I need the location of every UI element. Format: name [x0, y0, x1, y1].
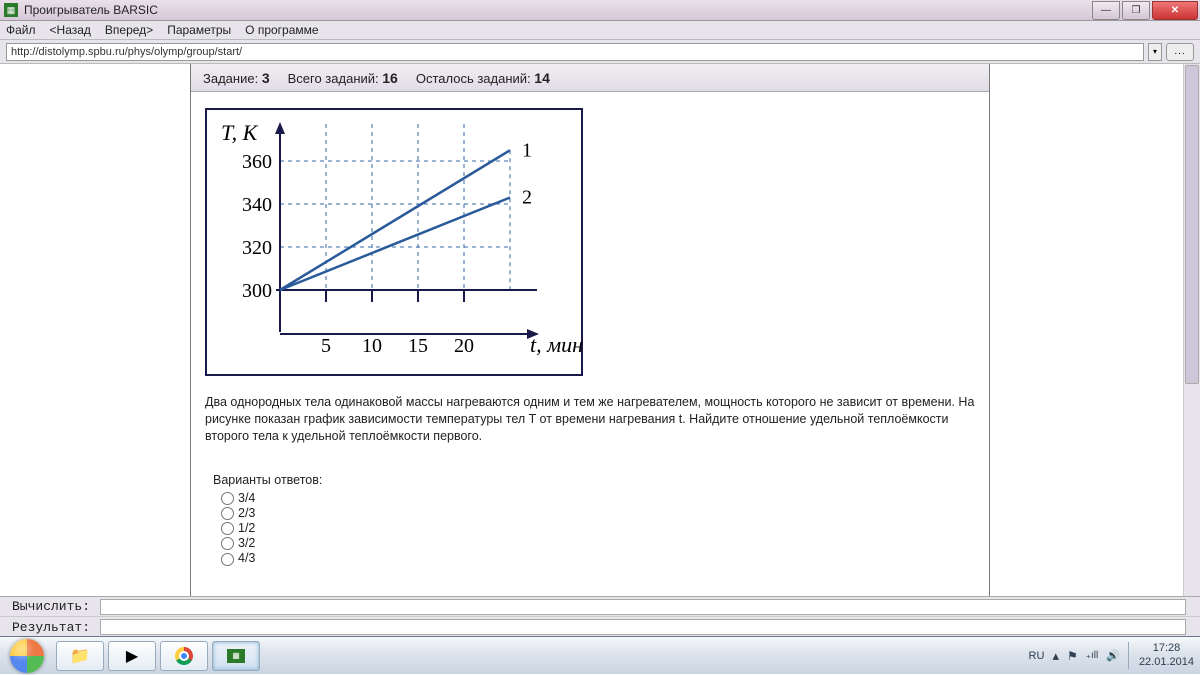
tray-date: 22.01.2014: [1139, 656, 1194, 669]
address-dropdown[interactable]: ▾: [1148, 43, 1162, 61]
answer-option[interactable]: 1/2: [221, 521, 989, 535]
vertical-scrollbar[interactable]: [1183, 64, 1200, 596]
close-button[interactable]: ✕: [1152, 1, 1198, 20]
io-panel: Вычислить: Результат:: [0, 596, 1200, 636]
content-area: Задание: 3 Всего заданий: 16 Осталось за…: [0, 64, 1200, 596]
svg-text:T, К: T, К: [221, 120, 259, 145]
tray-time: 17:28: [1139, 642, 1194, 655]
svg-text:10: 10: [362, 335, 382, 357]
tray-lang[interactable]: RU: [1029, 650, 1045, 662]
svg-text:2: 2: [522, 187, 532, 209]
svg-text:5: 5: [321, 335, 331, 357]
tray-clock[interactable]: 17:28 22.01.2014: [1128, 642, 1194, 668]
taskbar-barsic[interactable]: ▦: [212, 641, 260, 671]
window-titlebar: ▦ Проигрыватель BARSIC — ❐ ✕: [0, 0, 1200, 21]
tray-action-center-icon[interactable]: ⚑: [1067, 649, 1078, 663]
menu-file[interactable]: Файл: [6, 23, 36, 37]
menu-params[interactable]: Параметры: [167, 23, 231, 37]
tray-volume-icon[interactable]: 🔊: [1106, 649, 1120, 662]
address-bar: ▾ ...: [0, 40, 1200, 64]
task-label: Задание:: [203, 71, 258, 86]
answer-option[interactable]: 3/2: [221, 536, 989, 550]
answer-radio[interactable]: [221, 507, 234, 520]
taskbar-mediaplayer[interactable]: ▶: [108, 641, 156, 671]
total-label: Всего заданий:: [288, 71, 379, 86]
tray-network-icon[interactable]: ₊ıll: [1086, 650, 1099, 661]
answers-header: Варианты ответов:: [213, 473, 989, 487]
answer-radio[interactable]: [221, 553, 234, 566]
answer-option[interactable]: 4/3: [221, 551, 989, 565]
address-go-button[interactable]: ...: [1166, 43, 1194, 61]
result-label: Результат:: [0, 620, 100, 635]
svg-text:340: 340: [242, 194, 272, 216]
total-number: 16: [382, 70, 398, 86]
tray-show-hidden-icon[interactable]: ▴: [1052, 648, 1059, 664]
task-header: Задание: 3 Всего заданий: 16 Осталось за…: [191, 64, 989, 92]
svg-text:1: 1: [522, 139, 532, 161]
window-title: Проигрыватель BARSIC: [24, 3, 1090, 17]
result-output: [100, 619, 1186, 635]
menu-bar: Файл <Назад Вперед> Параметры О программ…: [0, 21, 1200, 40]
scrollbar-thumb[interactable]: [1185, 65, 1199, 384]
chart-box: 5 10 15 20 300 320 340 360 1 2 T, К t, мин: [205, 108, 583, 376]
minimize-button[interactable]: —: [1092, 1, 1120, 20]
svg-text:320: 320: [242, 237, 272, 259]
app-icon: ▦: [4, 3, 18, 17]
task-page: Задание: 3 Всего заданий: 16 Осталось за…: [190, 64, 990, 596]
svg-text:360: 360: [242, 151, 272, 173]
compute-input[interactable]: [100, 599, 1186, 615]
task-number: 3: [262, 70, 270, 86]
answer-option[interactable]: 2/3: [221, 506, 989, 520]
answers-block: Варианты ответов: 3/42/31/23/24/3: [213, 473, 989, 566]
menu-about[interactable]: О программе: [245, 23, 318, 37]
answer-radio[interactable]: [221, 537, 234, 550]
svg-text:15: 15: [408, 335, 428, 357]
taskbar: 📁 ▶ ▦ RU ▴ ⚑ ₊ıll 🔊 17:28 22.01.2014: [0, 636, 1200, 674]
menu-forward[interactable]: Вперед>: [105, 23, 153, 37]
remaining-number: 14: [534, 70, 550, 86]
svg-text:300: 300: [242, 280, 272, 302]
remaining-label: Осталось заданий:: [416, 71, 531, 86]
svg-text:20: 20: [454, 335, 474, 357]
window-controls: — ❐ ✕: [1090, 1, 1198, 20]
svg-text:t, мин: t, мин: [530, 332, 583, 357]
chart-svg: 5 10 15 20 300 320 340 360 1 2 T, К t, мин: [207, 110, 585, 378]
taskbar-explorer[interactable]: 📁: [56, 641, 104, 671]
compute-label: Вычислить:: [0, 599, 100, 614]
menu-back[interactable]: <Назад: [50, 23, 91, 37]
address-input[interactable]: [6, 43, 1144, 61]
problem-text: Два однородных тела одинаковой массы наг…: [205, 394, 975, 445]
answer-radio[interactable]: [221, 492, 234, 505]
taskbar-chrome[interactable]: [160, 641, 208, 671]
maximize-button[interactable]: ❐: [1122, 1, 1150, 20]
answer-option[interactable]: 3/4: [221, 491, 989, 505]
answer-radio[interactable]: [221, 522, 234, 535]
system-tray: RU ▴ ⚑ ₊ıll 🔊 17:28 22.01.2014: [1029, 642, 1200, 668]
start-button[interactable]: [0, 637, 54, 675]
